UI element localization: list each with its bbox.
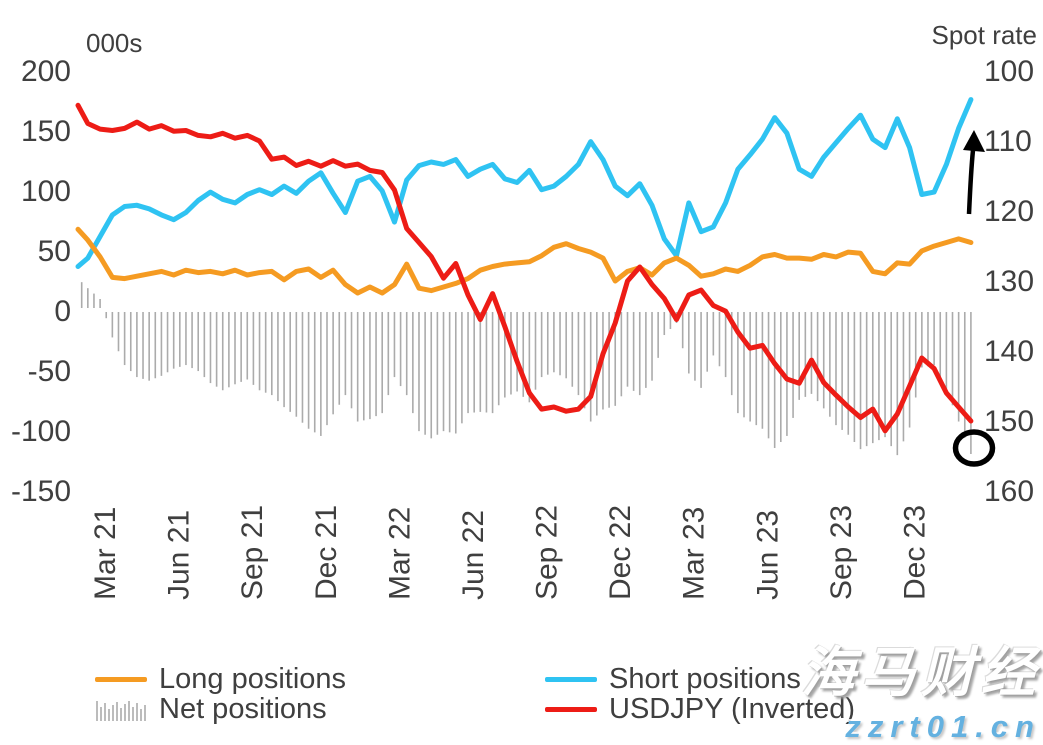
legend-label-net: Net positions (159, 693, 327, 725)
long-positions-swatch (95, 677, 147, 682)
positions-spot-rate-chart: 200 150 100 50 0 -50 -100 -150 100 110 120 130 140 15… (11, 55, 1034, 600)
net-positions-bars-icon (95, 698, 147, 722)
right-axis-tick-label: 100 (984, 55, 1034, 88)
trend-up-arrow-annotation (966, 149, 976, 215)
left-axis-tick-label: -150 (11, 475, 71, 508)
right-axis-tick-label: 160 (984, 475, 1034, 508)
right-axis-tick-label: 120 (984, 195, 1034, 228)
legend-item-long: Long positions (95, 663, 346, 696)
usdjpy-line (75, 102, 974, 434)
x-axis-tick-label: Mar 23 (678, 507, 711, 600)
x-axis-tick-label: Mar 22 (383, 507, 416, 600)
legend-item-usdjpy: USDJPY (Inverted) (545, 693, 855, 726)
left-axis-tick-label: -50 (28, 355, 71, 388)
left-axis-tick-label: 100 (21, 175, 71, 208)
highlight-circle-annotation (952, 429, 996, 467)
right-axis-tick-label: 130 (984, 265, 1034, 298)
left-axis-tick-label: 200 (21, 55, 71, 88)
x-axis-tick-label: Jun 22 (457, 510, 490, 600)
usdjpy-swatch (545, 707, 597, 712)
legend-item-short: Short positions (545, 663, 801, 696)
legend-item-net: Net positions (95, 693, 327, 726)
left-axis-title: 000s (86, 28, 143, 58)
x-axis-tick-label: Sep 23 (825, 505, 858, 600)
legend-label-short: Short positions (609, 663, 801, 695)
short-positions-swatch (545, 677, 597, 682)
trend-up-arrowhead (963, 130, 985, 152)
left-axis-tick-label: -100 (11, 415, 71, 448)
x-axis-tick-label: Dec 22 (604, 505, 637, 600)
legend-label-usdjpy: USDJPY (Inverted) (609, 693, 856, 725)
x-axis-tick-label: Sep 21 (236, 505, 269, 600)
x-axis-tick-label: Sep 22 (531, 505, 564, 600)
right-axis-tick-label: 110 (984, 125, 1032, 158)
x-axis-tick-label: Jun 23 (751, 510, 784, 600)
left-axis-tick-label: 150 (21, 115, 71, 148)
x-axis-tick-label: Dec 23 (898, 505, 931, 600)
right-axis-title: Spot rate (931, 20, 1037, 50)
left-axis-tick-label: 50 (38, 235, 71, 268)
right-axis-tick-label: 150 (984, 405, 1034, 438)
chart-area: 000s Spot rate 200 150 100 50 0 -50 -100 -150 10… (11, 20, 1037, 744)
x-axis-tick-label: Dec 21 (310, 505, 343, 600)
x-axis-tick-label: Mar 21 (89, 507, 122, 600)
left-axis-tick-label: 0 (54, 295, 71, 328)
right-axis-tick-label: 140 (984, 335, 1034, 368)
short-positions-line (75, 97, 974, 269)
legend-label-long: Long positions (159, 663, 347, 695)
long-positions-line (75, 226, 974, 296)
x-axis-tick-label: Jun 21 (163, 510, 196, 600)
